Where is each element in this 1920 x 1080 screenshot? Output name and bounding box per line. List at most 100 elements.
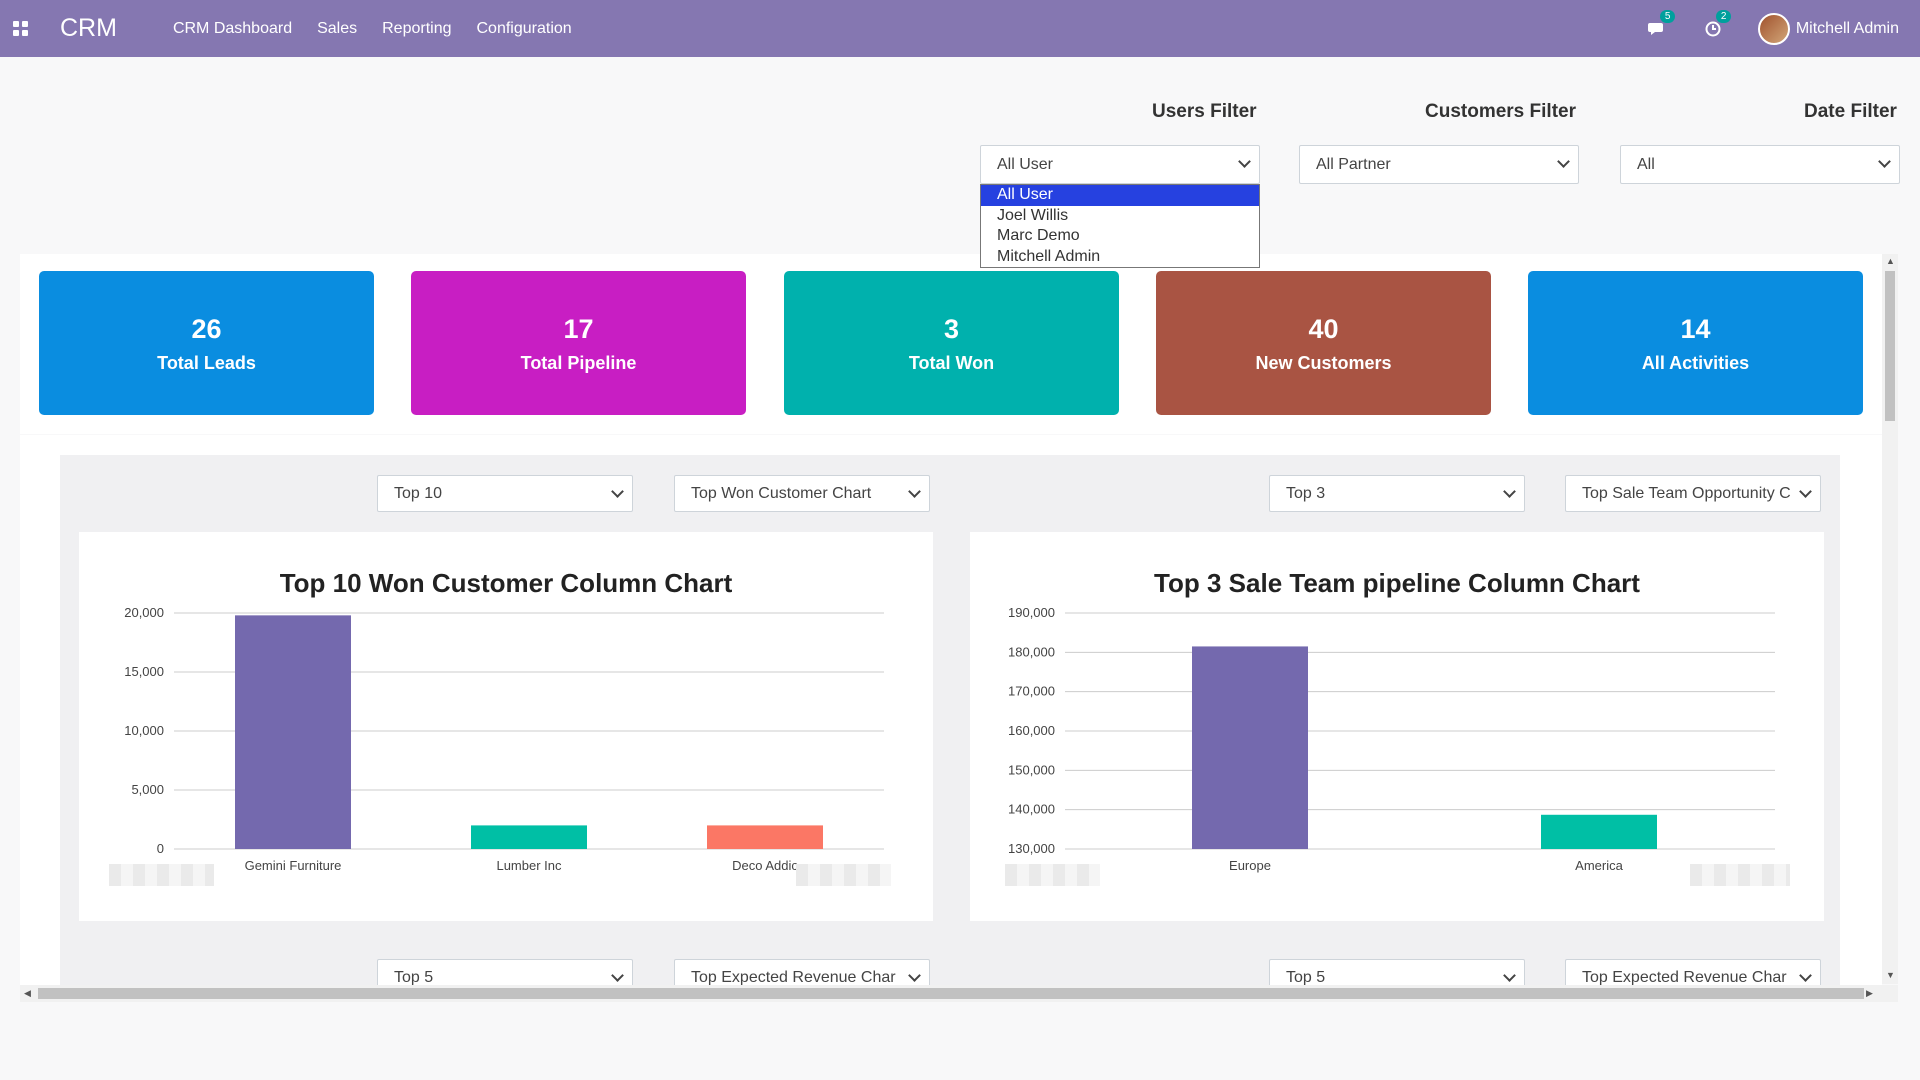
kpi-value: 40	[1308, 314, 1339, 344]
activities-badge: 2	[1715, 9, 1732, 23]
kpi-row: 26 Total Leads 17 Total Pipeline 3 Total…	[20, 254, 1882, 434]
bottom-right-type-select[interactable]: Top Expected Revenue Char	[1565, 959, 1821, 985]
redacted-label	[1005, 864, 1100, 886]
scroll-right-icon[interactable]: ▶	[1866, 988, 1873, 998]
user-menu[interactable]: Mitchell Admin	[1795, 19, 1899, 37]
date-filter-value: All	[1637, 155, 1655, 173]
won-customer-chart-card: Top 10 Won Customer Column Chart 20,000 1…	[79, 532, 933, 921]
kpi-label: Total Won	[908, 353, 995, 373]
chevron-down-icon	[908, 969, 921, 982]
messages-icon[interactable]: 5	[1646, 9, 1676, 40]
kpi-label: New Customers	[1255, 353, 1392, 373]
vertical-scrollbar[interactable]: ▲ ▼	[1882, 254, 1898, 984]
sale-team-chart: 190,000 180,000 170,000 160,000 150,000 140,0…	[1008, 605, 1775, 873]
redacted-label	[109, 864, 214, 886]
bottom-left-type-value: Top Expected Revenue Char	[691, 968, 896, 986]
right-chart-type-select[interactable]: Top Sale Team Opportunity C	[1565, 475, 1821, 512]
scroll-down-icon[interactable]: ▼	[1886, 970, 1895, 980]
users-filter-value: All User	[997, 155, 1054, 173]
scroll-up-icon[interactable]: ▲	[1886, 256, 1895, 266]
left-chart-type-value: Top Won Customer Chart	[691, 484, 872, 502]
chevron-down-icon	[1878, 155, 1891, 168]
bar	[235, 615, 351, 849]
app-brand[interactable]: CRM	[60, 14, 117, 42]
right-chart-type-value: Top Sale Team Opportunity C	[1582, 484, 1791, 502]
users-filter-select[interactable]: All User	[980, 145, 1260, 184]
menu-configuration[interactable]: Configuration	[476, 19, 572, 37]
chevron-down-icon	[1503, 969, 1516, 982]
kpi-label: Total Leads	[157, 353, 256, 373]
chart-title: Top 10 Won Customer Column Chart	[279, 568, 733, 598]
menu-sales[interactable]: Sales	[317, 19, 358, 37]
chevron-down-icon	[1238, 155, 1251, 168]
date-filter-select[interactable]: All	[1620, 145, 1900, 184]
vertical-scroll-thumb[interactable]	[1885, 271, 1895, 421]
y-tick-label: 10,000	[124, 723, 164, 738]
bar	[471, 825, 587, 849]
kpi-label: All Activities	[1641, 353, 1750, 373]
top-navbar: CRM CRM Dashboard Sales Reporting Config…	[0, 0, 1920, 57]
users-option-joel-willis[interactable]: Joel Willis	[997, 206, 1069, 224]
x-tick-label: Gemini Furniture	[245, 858, 342, 873]
users-filter-label: Users Filter	[1152, 101, 1257, 122]
date-filter-label: Date Filter	[1804, 101, 1897, 122]
bar	[1541, 814, 1657, 849]
x-tick-label: Lumber Inc	[496, 858, 562, 873]
left-chart-top-select[interactable]: Top 10	[377, 475, 633, 512]
kpi-value: 26	[191, 314, 222, 344]
chevron-down-icon	[611, 485, 624, 498]
customers-filter-label: Customers Filter	[1425, 101, 1576, 122]
users-option-mitchell-admin[interactable]: Mitchell Admin	[997, 247, 1101, 265]
y-tick-label: 140,000	[1008, 802, 1055, 817]
user-avatar[interactable]	[1757, 12, 1790, 45]
bar	[1192, 646, 1308, 849]
kpi-value: 14	[1680, 314, 1711, 344]
chevron-down-icon	[1557, 155, 1570, 168]
chevron-down-icon	[1799, 969, 1812, 982]
scroll-left-icon[interactable]: ◀	[24, 988, 31, 998]
menu-reporting[interactable]: Reporting	[382, 19, 452, 37]
horizontal-scrollbar[interactable]: ◀ ▶	[20, 985, 1898, 1002]
left-chart-type-select[interactable]: Top Won Customer Chart	[674, 475, 930, 512]
y-tick-label: 170,000	[1008, 684, 1055, 699]
redacted-label	[796, 864, 891, 886]
won-customer-chart: 20,000 15,000 10,000 5,000 0 Gemini Furniture…	[124, 605, 884, 873]
kpi-total-won[interactable]: 3 Total Won	[784, 271, 1119, 415]
left-chart-top-value: Top 10	[394, 484, 443, 502]
chevron-down-icon	[1799, 485, 1812, 498]
bar	[707, 825, 823, 849]
users-filter-dropdown: All User Joel Willis Marc Demo Mitchell …	[980, 184, 1260, 268]
users-option-marc-demo[interactable]: Marc Demo	[997, 227, 1080, 244]
bottom-left-top-select[interactable]: Top 5	[377, 959, 633, 985]
horizontal-scroll-thumb[interactable]	[38, 988, 1864, 999]
right-chart-top-select[interactable]: Top 3	[1269, 475, 1525, 512]
chevron-down-icon	[1503, 485, 1516, 498]
x-tick-label: Deco Addic	[732, 858, 798, 873]
customers-filter-value: All Partner	[1316, 155, 1391, 173]
messages-badge: 5	[1659, 9, 1676, 23]
customers-filter-select[interactable]: All Partner	[1299, 145, 1579, 184]
bottom-right-top-select[interactable]: Top 5	[1269, 959, 1525, 985]
apps-menu-icon[interactable]	[13, 21, 28, 36]
kpi-total-pipeline[interactable]: 17 Total Pipeline	[411, 271, 746, 415]
y-tick-label: 190,000	[1008, 605, 1055, 620]
y-tick-label: 150,000	[1008, 762, 1055, 777]
y-tick-label: 0	[157, 841, 164, 856]
users-option-all[interactable]: All User	[981, 185, 1259, 206]
bottom-left-type-select[interactable]: Top Expected Revenue Char	[674, 959, 930, 985]
kpi-total-leads[interactable]: 26 Total Leads	[39, 271, 374, 415]
kpi-all-activities[interactable]: 14 All Activities	[1528, 271, 1863, 415]
activities-clock-icon[interactable]: 2	[1702, 9, 1732, 40]
y-tick-label: 180,000	[1008, 644, 1055, 659]
right-chart-top-value: Top 3	[1286, 484, 1326, 502]
kpi-label: Total Pipeline	[520, 353, 637, 373]
charts-section: Top 10 Top Won Customer Chart Top 3 Top …	[20, 435, 1882, 985]
kpi-new-customers[interactable]: 40 New Customers	[1156, 271, 1491, 415]
y-tick-label: 15,000	[124, 664, 164, 679]
sale-team-chart-card: Top 3 Sale Team pipeline Column Chart 19…	[970, 532, 1824, 921]
y-tick-label: 20,000	[124, 605, 164, 620]
menu-crm-dashboard[interactable]: CRM Dashboard	[172, 19, 293, 37]
chart-title: Top 3 Sale Team pipeline Column Chart	[1154, 568, 1640, 598]
x-tick-label: Europe	[1229, 858, 1271, 873]
bottom-right-type-value: Top Expected Revenue Char	[1582, 968, 1787, 986]
